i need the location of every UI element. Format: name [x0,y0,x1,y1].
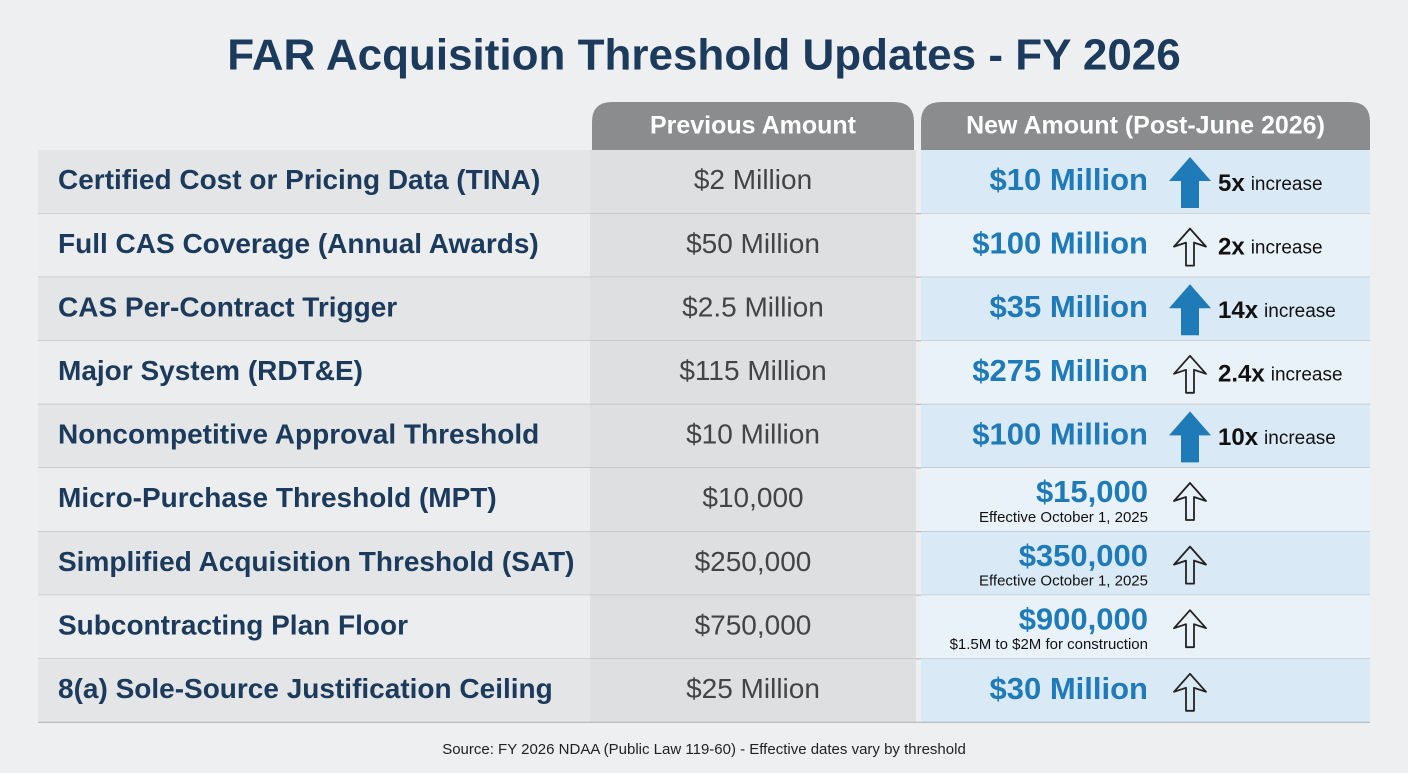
increase-text: 5x increase [1218,170,1323,197]
previous-amount: $50 Million [686,228,820,259]
arrow-solid [1169,284,1211,336]
new-amount: $35 Million [990,289,1148,324]
source-note: Source: FY 2026 NDAA (Public Law 119-60)… [442,741,966,758]
increase-text: 2.4x increase [1218,361,1343,388]
row-label: 8(a) Sole-Source Justification Ceiling [58,673,553,704]
new-cell [921,150,1370,214]
previous-amount: $10,000 [702,482,803,513]
previous-amount: $10 Million [686,419,820,450]
arrow-outline [1173,609,1207,649]
new-cell [921,468,1370,532]
row-label: CAS Per-Contract Trigger [58,291,397,322]
previous-amount: $2 Million [694,164,812,195]
previous-cell [590,404,916,468]
arrow-solid [1169,411,1211,463]
previous-cell [590,213,916,278]
increase-word: increase [1264,301,1336,322]
increase-text: 14x increase [1218,297,1336,324]
increase-factor: 5x [1218,170,1245,197]
arrow-outline [1173,482,1207,521]
previous-cell [590,595,916,659]
arrow-outline [1173,227,1207,267]
row-label: Noncompetitive Approval Threshold [58,419,539,450]
new-amount: $900,000 [1019,601,1148,636]
arrow-outline [1173,545,1207,585]
previous-cell [590,658,916,723]
previous-cell [590,468,916,532]
amount-note: $1.5M to $2M for construction [950,636,1148,653]
new-cell [921,595,1370,659]
column-header: Previous Amount [650,112,857,140]
arrow-solid [1169,157,1211,208]
previous-cell [590,531,916,596]
previous-cell [590,277,916,341]
new-amount: $15,000 [1036,474,1148,509]
new-cell [921,277,1370,341]
new-cell [921,213,1370,278]
label-cell [38,150,590,214]
increase-word: increase [1251,237,1323,258]
new-cell [921,404,1370,468]
amount-note: Effective October 1, 2025 [979,573,1148,590]
increase-text: 10x increase [1218,425,1336,452]
label-cell [38,595,590,659]
row-label: Subcontracting Plan Floor [58,609,408,640]
amount-note: Effective October 1, 2025 [979,509,1148,526]
previous-amount: $2.5 Million [682,291,824,322]
header-pill [921,102,1370,150]
label-cell [38,531,590,596]
previous-amount: $25 Million [686,673,820,704]
column-header: New Amount (Post-June 2026) [966,112,1325,140]
new-amount: $275 Million [972,353,1148,388]
arrow-outline [1173,354,1207,394]
label-cell [38,340,590,405]
new-amount: $100 Million [972,226,1148,261]
new-amount: $350,000 [1019,538,1148,573]
previous-cell [590,340,916,405]
row-label: Micro-Purchase Threshold (MPT) [58,482,497,513]
increase-factor: 14x [1218,297,1259,324]
increase-word: increase [1251,174,1323,195]
previous-amount: $250,000 [695,546,812,577]
increase-factor: 2.4x [1218,361,1265,388]
new-amount: $30 Million [990,671,1148,706]
row-label: Simplified Acquisition Threshold (SAT) [58,546,574,577]
label-cell [38,213,590,278]
label-cell [38,658,590,723]
previous-amount: $115 Million [679,355,826,386]
increase-word: increase [1271,365,1343,386]
label-cell [38,404,590,468]
new-cell [921,340,1370,405]
header-pill [592,102,914,150]
row-label: Full CAS Coverage (Annual Awards) [58,228,539,259]
new-cell [921,531,1370,596]
new-amount: $100 Million [972,416,1148,451]
increase-factor: 10x [1218,425,1259,452]
row-label: Major System (RDT&E) [58,355,363,386]
increase-text: 2x increase [1218,234,1323,261]
title: FAR Acquisition Threshold Updates - FY 2… [227,31,1181,80]
new-amount: $10 Million [990,162,1148,197]
previous-amount: $750,000 [695,609,812,640]
increase-word: increase [1264,428,1336,449]
row-label: Certified Cost or Pricing Data (TINA) [58,164,540,195]
label-cell [38,468,590,532]
arrow-outline [1173,672,1207,712]
increase-factor: 2x [1218,234,1245,261]
label-cell [38,277,590,341]
previous-cell [590,150,916,214]
new-cell [921,658,1370,723]
